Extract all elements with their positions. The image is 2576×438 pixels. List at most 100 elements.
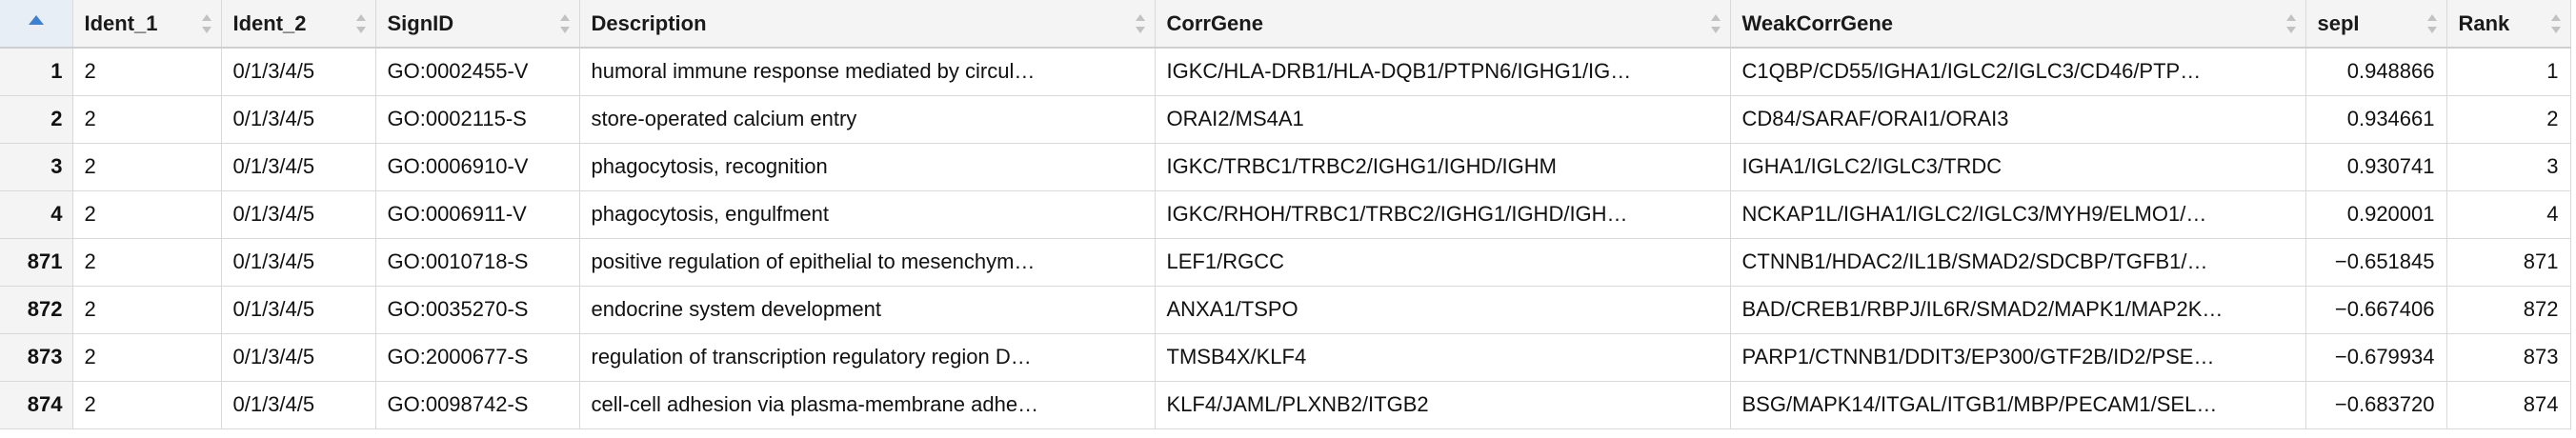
cell-description: regulation of transcription regulatory r… bbox=[579, 333, 1156, 382]
column-header-label: WeakCorrGene bbox=[1741, 10, 1894, 35]
row-number: 2 bbox=[0, 95, 73, 144]
cell-ident1: 2 bbox=[72, 48, 222, 96]
cell-ident2: 0/1/3/4/5 bbox=[221, 190, 376, 239]
cell-description: endocrine system development bbox=[579, 286, 1156, 334]
cell-weakcorrgene: C1QBP/CD55/IGHA1/IGLC2/IGLC3/CD46/PTP… bbox=[1730, 48, 2306, 96]
cell-sepi: −0.667406 bbox=[2305, 286, 2447, 334]
cell-rank: 2 bbox=[2446, 95, 2571, 144]
cell-rank: 4 bbox=[2446, 190, 2571, 239]
column-header-rank[interactable]: Rank bbox=[2446, 0, 2571, 49]
cell-ident1: 2 bbox=[72, 190, 222, 239]
cell-rank: 1 bbox=[2446, 48, 2571, 96]
cell-signid: GO:0002115-S bbox=[375, 95, 580, 144]
cell-signid: GO:0002455-V bbox=[375, 48, 580, 96]
column-header-label: SignID bbox=[387, 10, 454, 35]
sort-arrows-icon[interactable] bbox=[1710, 13, 1721, 34]
cell-ident1: 2 bbox=[72, 95, 222, 144]
sort-arrows-icon[interactable] bbox=[1135, 13, 1145, 34]
cell-ident2: 0/1/3/4/5 bbox=[221, 48, 376, 96]
column-header-sepi[interactable]: sepI bbox=[2305, 0, 2447, 49]
row-number: 871 bbox=[0, 238, 73, 287]
cell-ident1: 2 bbox=[72, 381, 222, 429]
cell-description: positive regulation of epithelial to mes… bbox=[579, 238, 1156, 287]
column-header-ident1[interactable]: Ident_1 bbox=[72, 0, 222, 49]
cell-description: humoral immune response mediated by circ… bbox=[579, 48, 1156, 96]
cell-sepi: 0.948866 bbox=[2305, 48, 2447, 96]
table-body: 1 2 0/1/3/4/5 GO:0002455-V humoral immune re… bbox=[0, 48, 2571, 429]
cell-rank: 873 bbox=[2446, 333, 2571, 382]
table-header-row: Ident_1 Ident_2 SignID Description CorrGene W… bbox=[0, 0, 2571, 49]
table-row: 873 2 0/1/3/4/5 GO:2000677-S regulation of t… bbox=[0, 333, 2571, 382]
table-row: 874 2 0/1/3/4/5 GO:0098742-S cell-cell adhes… bbox=[0, 381, 2571, 429]
table-row: 871 2 0/1/3/4/5 GO:0010718-S positive regula… bbox=[0, 238, 2571, 287]
sort-arrows-icon[interactable] bbox=[2285, 13, 2296, 34]
cell-signid: GO:0006911-V bbox=[375, 190, 580, 239]
cell-ident1: 2 bbox=[72, 238, 222, 287]
cell-rank: 874 bbox=[2446, 381, 2571, 429]
row-number: 872 bbox=[0, 286, 73, 334]
sort-ascending-icon[interactable] bbox=[28, 15, 44, 25]
table-row: 1 2 0/1/3/4/5 GO:0002455-V humoral immune re… bbox=[0, 48, 2571, 96]
sort-arrows-icon[interactable] bbox=[2550, 13, 2561, 34]
cell-sepi: 0.930741 bbox=[2305, 143, 2447, 191]
cell-weakcorrgene: BSG/MAPK14/ITGAL/ITGB1/MBP/PECAM1/SEL… bbox=[1730, 381, 2306, 429]
column-header-label: sepI bbox=[2317, 10, 2360, 35]
sort-arrows-icon[interactable] bbox=[355, 13, 366, 34]
cell-weakcorrgene: BAD/CREB1/RBPJ/IL6R/SMAD2/MAPK1/MAP2K… bbox=[1730, 286, 2306, 334]
cell-weakcorrgene: PARP1/CTNNB1/DDIT3/EP300/GTF2B/ID2/PSE… bbox=[1730, 333, 2306, 382]
row-number: 874 bbox=[0, 381, 73, 429]
cell-ident2: 0/1/3/4/5 bbox=[221, 238, 376, 287]
table-row: 2 2 0/1/3/4/5 GO:0002115-S store-operated ca… bbox=[0, 95, 2571, 144]
table-row: 3 2 0/1/3/4/5 GO:0006910-V phagocytosis, rec… bbox=[0, 143, 2571, 191]
cell-description: phagocytosis, recognition bbox=[579, 143, 1156, 191]
cell-corrgene: IGKC/HLA-DRB1/HLA-DQB1/PTPN6/IGHG1/IG… bbox=[1155, 48, 1731, 96]
row-number-header[interactable] bbox=[0, 0, 73, 49]
column-header-label: CorrGene bbox=[1166, 10, 1263, 35]
column-header-label: Ident_1 bbox=[84, 10, 158, 35]
cell-rank: 871 bbox=[2446, 238, 2571, 287]
cell-ident2: 0/1/3/4/5 bbox=[221, 95, 376, 144]
cell-sepi: −0.679934 bbox=[2305, 333, 2447, 382]
row-number: 873 bbox=[0, 333, 73, 382]
cell-ident1: 2 bbox=[72, 286, 222, 334]
column-header-corrgene[interactable]: CorrGene bbox=[1155, 0, 1731, 49]
column-header-ident2[interactable]: Ident_2 bbox=[221, 0, 376, 49]
cell-sepi: 0.920001 bbox=[2305, 190, 2447, 239]
column-header-signid[interactable]: SignID bbox=[375, 0, 580, 49]
row-number: 3 bbox=[0, 143, 73, 191]
column-header-description[interactable]: Description bbox=[579, 0, 1156, 49]
cell-signid: GO:0006910-V bbox=[375, 143, 580, 191]
cell-weakcorrgene: IGHA1/IGLC2/IGLC3/TRDC bbox=[1730, 143, 2306, 191]
cell-corrgene: LEF1/RGCC bbox=[1155, 238, 1731, 287]
column-header-label: Ident_2 bbox=[232, 10, 307, 35]
column-header-label: Rank bbox=[2458, 10, 2510, 35]
cell-corrgene: ORAI2/MS4A1 bbox=[1155, 95, 1731, 144]
sort-arrows-icon[interactable] bbox=[2426, 13, 2437, 34]
sort-arrows-icon[interactable] bbox=[201, 13, 211, 34]
table-row: 872 2 0/1/3/4/5 GO:0035270-S endocrine syste… bbox=[0, 286, 2571, 334]
column-header-weakcorrgene[interactable]: WeakCorrGene bbox=[1730, 0, 2306, 49]
row-number: 4 bbox=[0, 190, 73, 239]
cell-rank: 3 bbox=[2446, 143, 2571, 191]
cell-corrgene: ANXA1/TSPO bbox=[1155, 286, 1731, 334]
cell-corrgene: KLF4/JAML/PLXNB2/ITGB2 bbox=[1155, 381, 1731, 429]
cell-sepi: −0.651845 bbox=[2305, 238, 2447, 287]
cell-description: cell-cell adhesion via plasma-membrane a… bbox=[579, 381, 1156, 429]
cell-sepi: 0.934661 bbox=[2305, 95, 2447, 144]
table-row: 4 2 0/1/3/4/5 GO:0006911-V phagocytosis, eng… bbox=[0, 190, 2571, 239]
cell-signid: GO:0098742-S bbox=[375, 381, 580, 429]
cell-ident2: 0/1/3/4/5 bbox=[221, 381, 376, 429]
cell-sepi: −0.683720 bbox=[2305, 381, 2447, 429]
cell-corrgene: IGKC/TRBC1/TRBC2/IGHG1/IGHD/IGHM bbox=[1155, 143, 1731, 191]
cell-corrgene: TMSB4X/KLF4 bbox=[1155, 333, 1731, 382]
row-number: 1 bbox=[0, 48, 73, 96]
column-header-label: Description bbox=[591, 10, 707, 35]
cell-ident2: 0/1/3/4/5 bbox=[221, 333, 376, 382]
cell-ident1: 2 bbox=[72, 143, 222, 191]
cell-weakcorrgene: CTNNB1/HDAC2/IL1B/SMAD2/SDCBP/TGFB1/… bbox=[1730, 238, 2306, 287]
cell-signid: GO:2000677-S bbox=[375, 333, 580, 382]
cell-ident2: 0/1/3/4/5 bbox=[221, 286, 376, 334]
cell-rank: 872 bbox=[2446, 286, 2571, 334]
sort-arrows-icon[interactable] bbox=[559, 13, 570, 34]
